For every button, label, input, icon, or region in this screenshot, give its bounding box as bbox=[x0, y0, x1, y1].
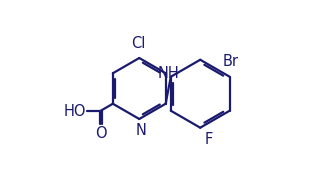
Text: N: N bbox=[136, 123, 147, 138]
Text: HO: HO bbox=[64, 104, 86, 119]
Text: F: F bbox=[205, 132, 213, 147]
Text: O: O bbox=[95, 126, 107, 141]
Text: Br: Br bbox=[222, 54, 239, 69]
Text: NH: NH bbox=[157, 66, 179, 81]
Text: Cl: Cl bbox=[131, 36, 145, 51]
